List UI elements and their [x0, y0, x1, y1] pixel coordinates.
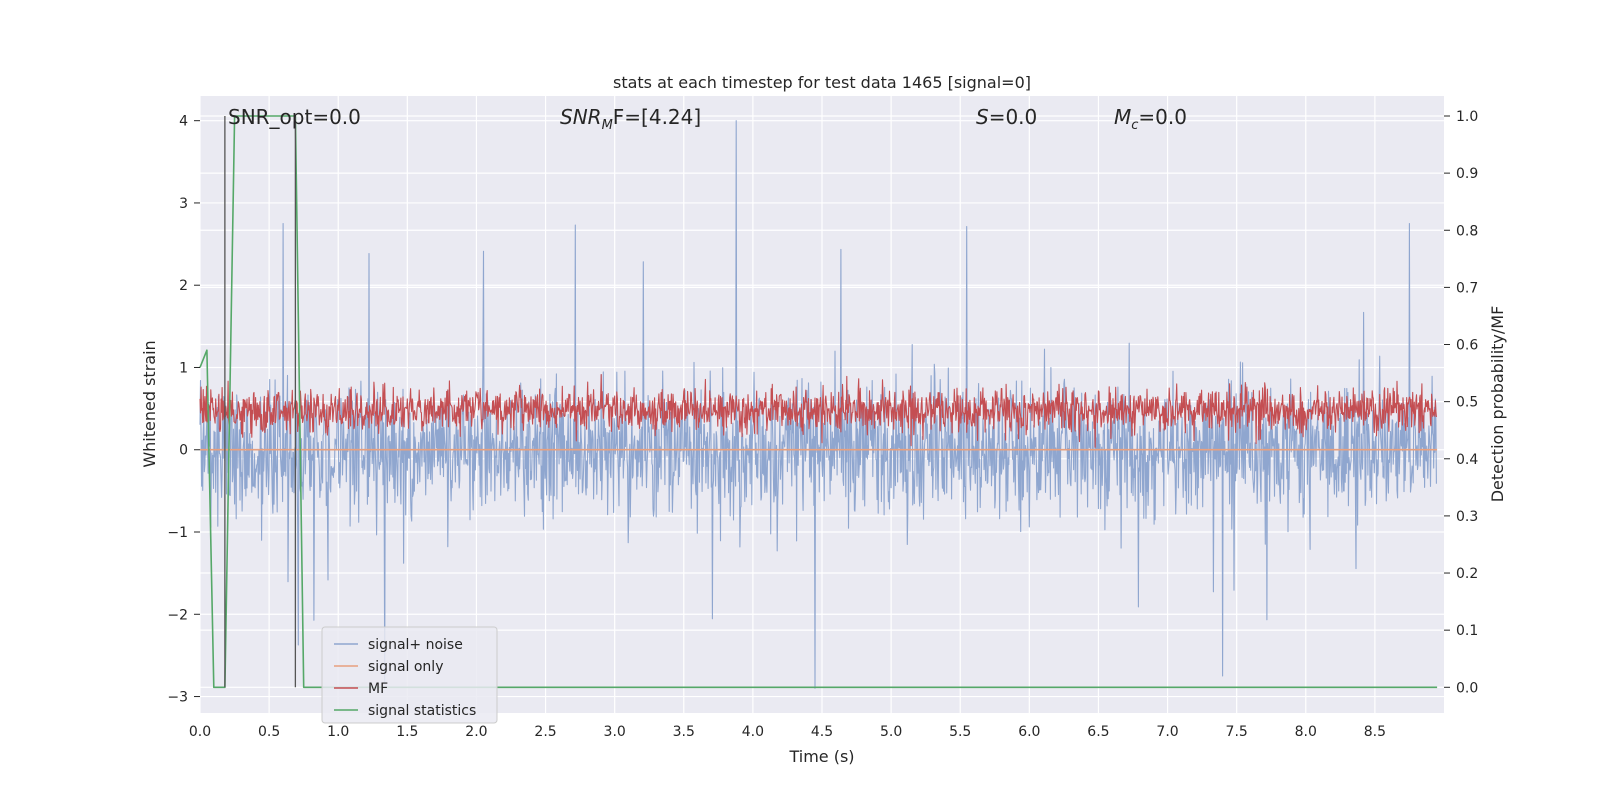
- y-right-tick-label: 0.8: [1456, 223, 1478, 239]
- x-tick-label: 1.0: [327, 724, 349, 740]
- legend-label: signal only: [368, 659, 443, 675]
- y-left-tick-label: −2: [167, 607, 188, 623]
- x-axis-label: Time (s): [788, 747, 854, 766]
- y-right-tick-label: 1.0: [1456, 109, 1478, 125]
- x-ticks: 0.0 0.5 1.0 1.5 2.0 2.5 3.0 3.5 4.0 4.5 5.0 5.5 6.0 6…: [189, 724, 1386, 740]
- y-left-tick-label: −3: [167, 690, 188, 706]
- grid: [199, 96, 1444, 713]
- y-right-tick-label: 0.1: [1456, 623, 1478, 639]
- x-tick-label: 7.0: [1156, 724, 1178, 740]
- legend-label: signal+ noise: [368, 637, 463, 653]
- x-tick-label: 3.0: [604, 724, 626, 740]
- series-layer: [199, 115, 1438, 689]
- chart-title: stats at each timestep for test data 146…: [613, 73, 1031, 92]
- x-tick-label: 6.5: [1087, 724, 1109, 740]
- x-tick-label: 1.5: [396, 724, 418, 740]
- snr-mf-rest: F=[4.24]: [613, 105, 701, 129]
- y-left-tick-label: 1: [179, 360, 188, 376]
- y-right-tick-label: 0.9: [1456, 166, 1478, 182]
- mc-base: M: [1114, 105, 1131, 129]
- x-tick-label: 6.0: [1018, 724, 1040, 740]
- x-tick-label: 4.5: [811, 724, 833, 740]
- x-tick-label: 3.5: [673, 724, 695, 740]
- x-tick-label: 2.5: [534, 724, 556, 740]
- y-left-tick-label: 3: [179, 196, 188, 212]
- annotation-mc: Mc=0.0: [1114, 105, 1187, 133]
- x-tick-label: 0.0: [189, 724, 211, 740]
- y-axis-label-right: Detection probability/MF: [1488, 306, 1507, 503]
- x-tick-label: 8.0: [1295, 724, 1317, 740]
- x-tick-label: 2.0: [465, 724, 487, 740]
- s-italic: S: [976, 105, 989, 129]
- y-left-tick-label: 2: [179, 278, 188, 294]
- series-line-signal-statistics: [199, 115, 1438, 689]
- y-ticks-right: 1.0 0.9 0.8 0.7 0.6 0.5 0.4 0.3 0.2 0.1 0.0: [1444, 109, 1478, 696]
- snr-mf-base: SNR: [560, 105, 602, 129]
- legend-label: MF: [368, 681, 388, 697]
- annotation-snr-mf: SNRMF=[4.24]: [560, 105, 701, 133]
- x-tick-label: 8.5: [1364, 724, 1386, 740]
- y-right-tick-label: 0.4: [1456, 452, 1478, 468]
- legend-label: signal statistics: [368, 703, 476, 719]
- y-right-tick-label: 0.6: [1456, 338, 1478, 354]
- y-right-tick-label: 0.5: [1456, 395, 1478, 411]
- y-ticks-left: 4 3 2 1 0 −1 −2 −3: [167, 114, 200, 706]
- y-right-tick-label: 0.7: [1456, 280, 1478, 296]
- y-left-tick-label: 0: [179, 443, 188, 459]
- series-line-signal-noise: [199, 120, 1437, 689]
- x-tick-label: 4.0: [742, 724, 764, 740]
- y-left-tick-label: −1: [167, 525, 188, 541]
- x-tick-label: 5.5: [949, 724, 971, 740]
- y-right-tick-label: 0.0: [1456, 680, 1478, 696]
- series-line-mf: [199, 374, 1437, 448]
- snr-mf-sub: M: [602, 118, 613, 133]
- mc-rest: =0.0: [1138, 105, 1187, 129]
- legend: signal+ noise signal only MF signal statist…: [321, 626, 498, 724]
- y-right-tick-label: 0.2: [1456, 566, 1478, 582]
- y-right-tick-label: 0.3: [1456, 509, 1478, 525]
- x-tick-label: 0.5: [258, 724, 280, 740]
- annotation-s: S=0.0: [976, 105, 1037, 129]
- annotation-snr-opt: SNR_opt=0.0: [228, 105, 361, 129]
- mc-sub: c: [1131, 118, 1138, 133]
- legend-box: [321, 626, 498, 724]
- x-tick-label: 5.0: [880, 724, 902, 740]
- y-axis-label-left: Whitened strain: [140, 340, 159, 467]
- s-rest: =0.0: [989, 105, 1038, 129]
- y-left-tick-label: 4: [179, 114, 188, 130]
- x-tick-label: 7.5: [1226, 724, 1248, 740]
